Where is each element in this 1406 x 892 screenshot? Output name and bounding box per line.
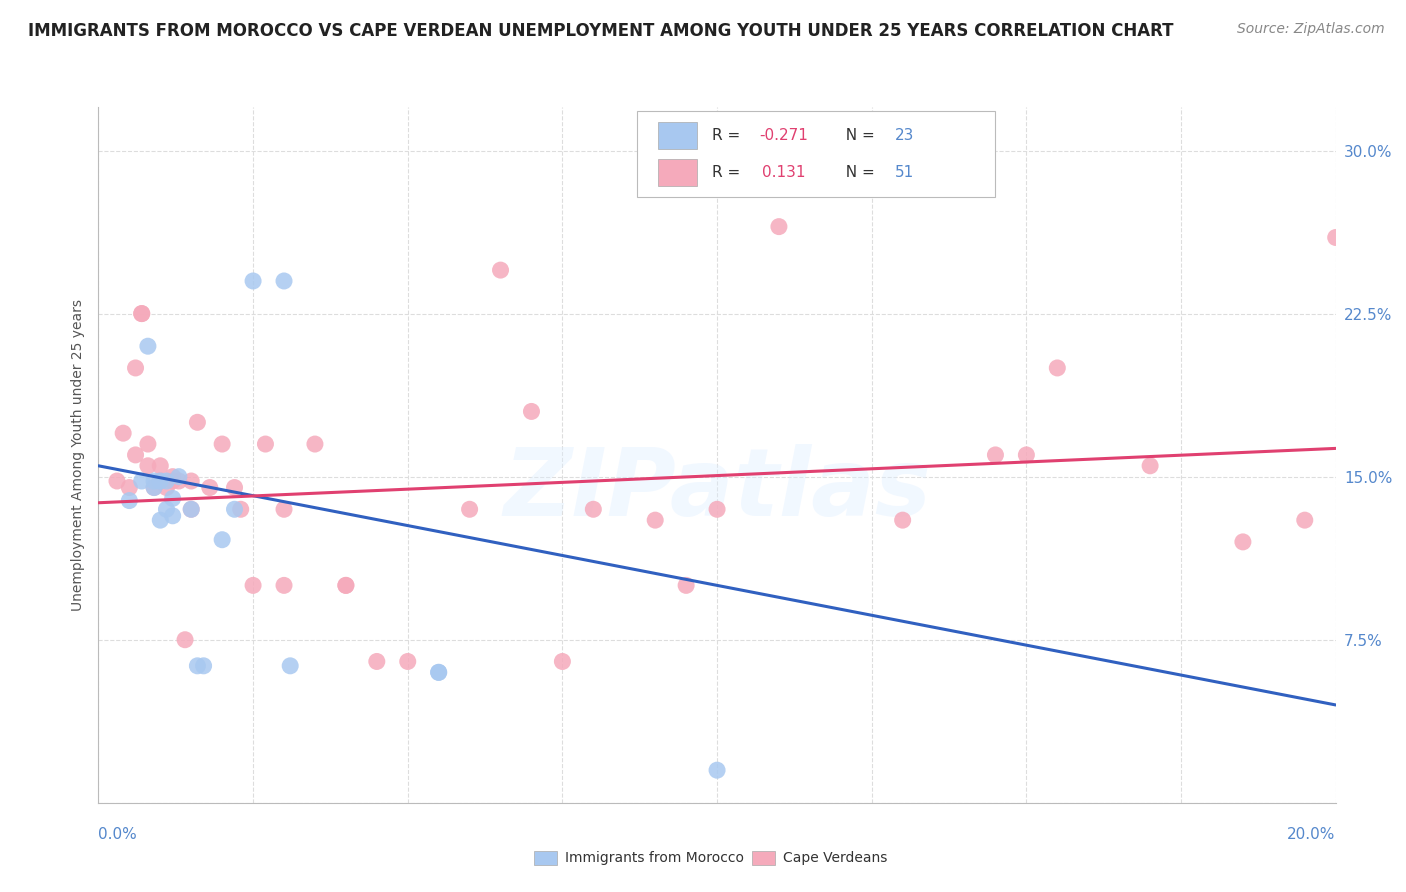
Y-axis label: Unemployment Among Youth under 25 years: Unemployment Among Youth under 25 years [72, 299, 86, 611]
Text: 23: 23 [896, 128, 915, 143]
Point [131, 307, 153, 321]
Point [1015, 448, 1038, 462]
Point [155, 502, 177, 516]
Point [273, 274, 295, 288]
Text: N =: N = [835, 128, 880, 143]
Point [118, 481, 141, 495]
Text: ZIPatlas: ZIPatlas [503, 443, 931, 536]
Text: Cape Verdeans: Cape Verdeans [783, 851, 887, 865]
Point [489, 263, 512, 277]
Text: Source: ZipAtlas.com: Source: ZipAtlas.com [1237, 22, 1385, 37]
Point [427, 665, 450, 680]
Point [1294, 513, 1316, 527]
Point [427, 665, 450, 680]
Point [1324, 230, 1347, 244]
Point [242, 274, 264, 288]
Point [211, 437, 233, 451]
Point [180, 474, 202, 488]
Point [162, 508, 184, 523]
Point [1046, 360, 1069, 375]
Point [706, 763, 728, 777]
Point [211, 533, 233, 547]
FancyBboxPatch shape [658, 159, 697, 186]
Text: N =: N = [835, 165, 880, 180]
Point [458, 502, 481, 516]
Point [644, 513, 666, 527]
Point [551, 655, 574, 669]
Point [706, 502, 728, 516]
Point [675, 578, 697, 592]
Point [112, 426, 135, 441]
Point [304, 437, 326, 451]
Point [242, 578, 264, 592]
Point [520, 404, 543, 418]
Point [149, 458, 172, 473]
Point [335, 578, 357, 592]
Point [229, 502, 252, 516]
FancyBboxPatch shape [637, 111, 995, 197]
Text: Immigrants from Morocco: Immigrants from Morocco [565, 851, 744, 865]
Point [143, 474, 166, 488]
Point [162, 491, 184, 506]
Point [891, 513, 914, 527]
Point [180, 502, 202, 516]
Point [1232, 535, 1254, 549]
Point [193, 658, 215, 673]
Text: R =: R = [711, 165, 751, 180]
Point [143, 481, 166, 495]
Point [155, 481, 177, 495]
Point [105, 474, 128, 488]
Point [149, 513, 172, 527]
Point [1139, 458, 1161, 473]
Point [174, 632, 197, 647]
Point [273, 502, 295, 516]
Point [186, 415, 208, 429]
Text: R =: R = [711, 128, 745, 143]
Point [167, 474, 190, 488]
Point [131, 474, 153, 488]
Point [984, 448, 1007, 462]
Text: 51: 51 [896, 165, 914, 180]
Point [335, 578, 357, 592]
Point [162, 474, 184, 488]
Point [180, 502, 202, 516]
Point [136, 437, 159, 451]
Point [254, 437, 277, 451]
Point [124, 360, 146, 375]
Point [143, 481, 166, 495]
Point [273, 578, 295, 592]
Point [186, 658, 208, 673]
Point [224, 481, 246, 495]
Text: -0.271: -0.271 [759, 128, 808, 143]
Point [124, 448, 146, 462]
Point [198, 481, 221, 495]
Point [167, 469, 190, 483]
Point [131, 307, 153, 321]
Point [155, 474, 177, 488]
Point [366, 655, 388, 669]
Point [118, 493, 141, 508]
Text: IMMIGRANTS FROM MOROCCO VS CAPE VERDEAN UNEMPLOYMENT AMONG YOUTH UNDER 25 YEARS : IMMIGRANTS FROM MOROCCO VS CAPE VERDEAN … [28, 22, 1174, 40]
Point [136, 458, 159, 473]
Point [224, 502, 246, 516]
FancyBboxPatch shape [658, 122, 697, 149]
Point [162, 469, 184, 483]
Point [136, 339, 159, 353]
Point [582, 502, 605, 516]
Text: 0.0%: 0.0% [98, 827, 138, 841]
Point [149, 474, 172, 488]
Point [953, 154, 976, 169]
Text: 0.131: 0.131 [762, 165, 806, 180]
Point [149, 474, 172, 488]
Text: 20.0%: 20.0% [1288, 827, 1336, 841]
Point [278, 658, 301, 673]
Point [768, 219, 790, 234]
Point [396, 655, 419, 669]
